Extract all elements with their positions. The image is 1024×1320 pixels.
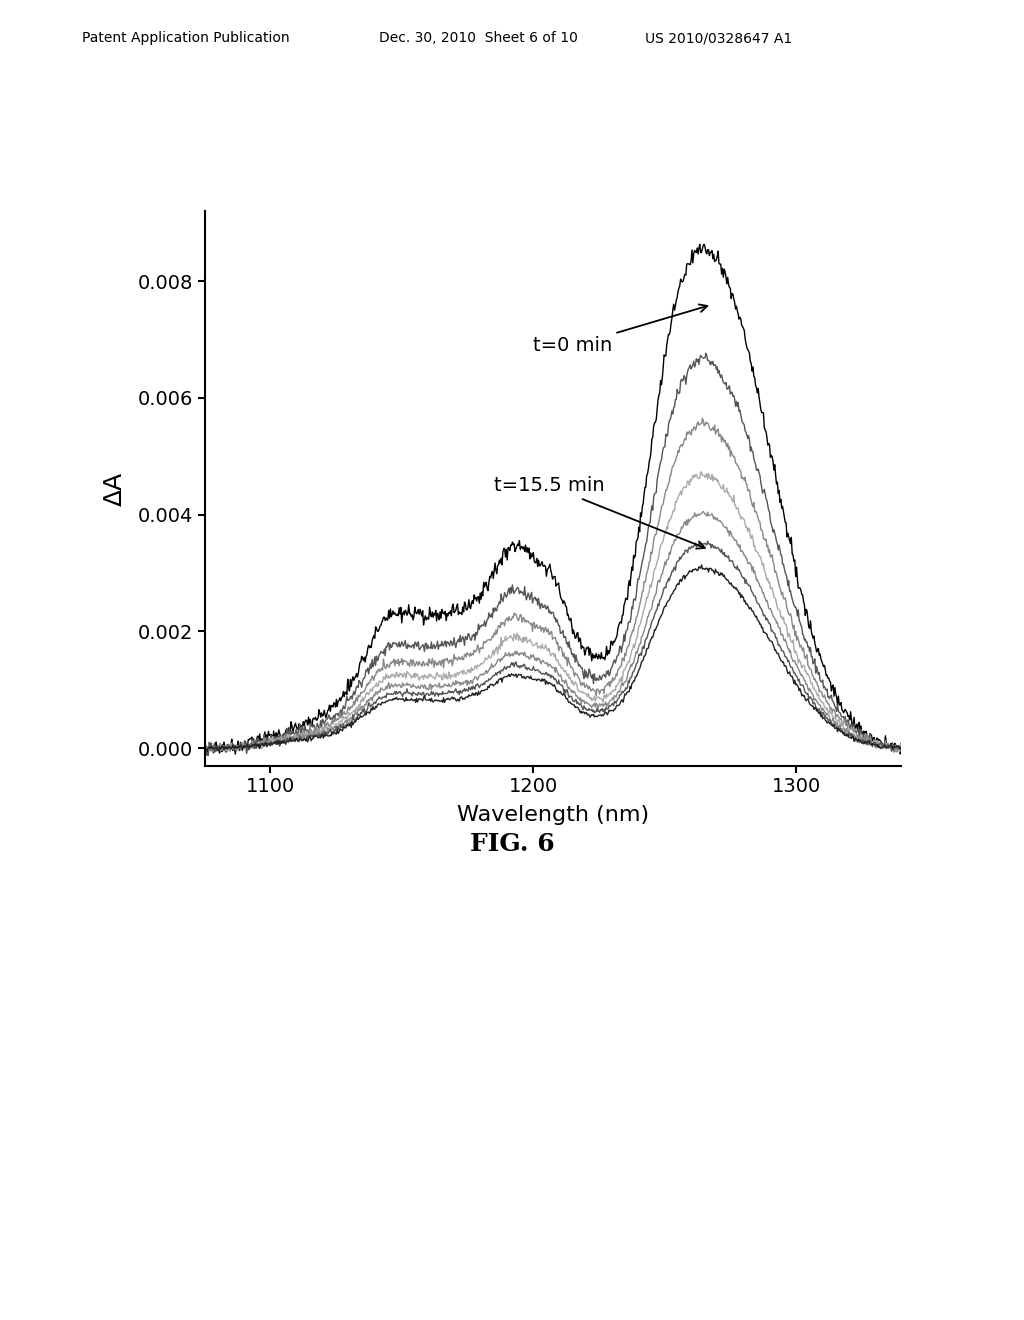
Text: t=0 min: t=0 min [534,305,708,355]
Text: FIG. 6: FIG. 6 [470,833,554,857]
Text: Patent Application Publication: Patent Application Publication [82,32,290,45]
Text: US 2010/0328647 A1: US 2010/0328647 A1 [645,32,793,45]
Text: Dec. 30, 2010  Sheet 6 of 10: Dec. 30, 2010 Sheet 6 of 10 [379,32,578,45]
Text: t=15.5 min: t=15.5 min [494,477,705,549]
Y-axis label: ΔA: ΔA [102,471,127,506]
X-axis label: Wavelength (nm): Wavelength (nm) [457,805,649,825]
